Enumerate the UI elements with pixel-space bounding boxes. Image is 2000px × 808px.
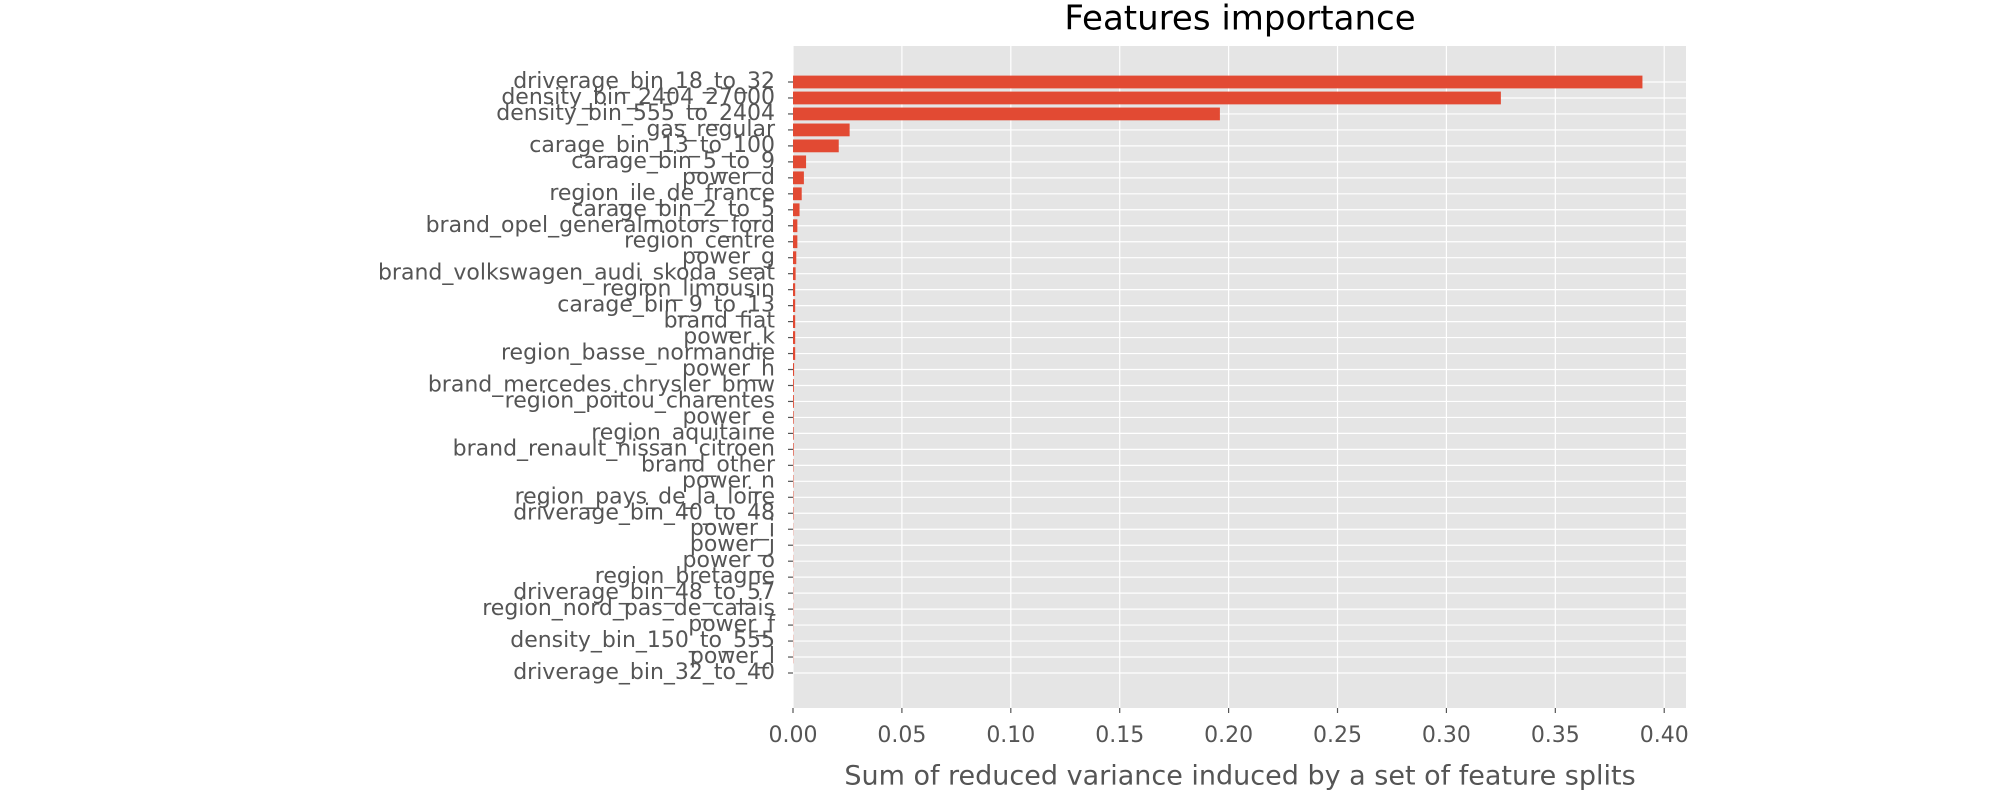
y-tick-label: power_n <box>682 468 775 493</box>
x-tick-label: 0.00 <box>769 723 818 748</box>
chart-title: Features importance <box>1064 0 1415 39</box>
bar <box>793 187 802 201</box>
bar <box>793 299 796 313</box>
bar <box>793 139 839 153</box>
y-tick-label: brand_mercedes_chrysler_bmw <box>428 372 775 397</box>
y-tick-label: power_i <box>690 516 775 541</box>
bar <box>793 203 800 217</box>
bar <box>793 427 794 440</box>
y-tick-label: region_ile_de_france <box>549 181 775 206</box>
x-tick-label: 0.15 <box>1095 723 1144 748</box>
bar <box>793 171 804 185</box>
y-tick-label: driverage_bin_48_to_57 <box>513 580 775 605</box>
bar <box>793 235 798 249</box>
bar <box>793 331 796 344</box>
bar <box>793 107 1220 121</box>
bar <box>793 347 796 360</box>
y-tick-label: power_e <box>682 404 775 429</box>
bar <box>793 91 1501 105</box>
y-tick-label: power_o <box>683 548 775 573</box>
x-tick-label: 0.10 <box>986 723 1035 748</box>
y-tick-label: power_j <box>690 532 775 557</box>
y-tick-label: carage_bin_2_to_5 <box>571 197 775 222</box>
bar <box>793 379 794 392</box>
y-tick-label: gas_regular <box>646 117 776 142</box>
y-tick-label: region_centre <box>624 229 775 254</box>
bar <box>793 411 794 424</box>
y-tick-label: region_limousin <box>602 277 775 302</box>
y-tick-label: carage_bin_5_to_9 <box>571 149 775 174</box>
x-tick-label: 0.25 <box>1313 723 1362 748</box>
y-tick-label: brand_opel_generalmotors_ford <box>426 213 775 238</box>
y-tick-label: region_poitou_charentes <box>505 388 775 413</box>
plot-background <box>793 46 1686 708</box>
y-tick-label: density_bin_150_to_555 <box>510 628 775 653</box>
y-tick-label: brand_volkswagen_audi_skoda_seat <box>378 261 775 286</box>
y-tick-label: power_h <box>682 357 775 382</box>
y-tick-label: driverage_bin_40_to_48 <box>513 500 775 525</box>
x-tick-label: 0.30 <box>1422 723 1471 748</box>
y-tick-label: brand_other <box>641 452 776 477</box>
bar <box>793 155 807 169</box>
y-tick-label: density_bin_555_to_2404 <box>496 101 775 126</box>
y-tick-label: region_nord_pas_de_calais <box>482 596 775 621</box>
x-tick-label: 0.05 <box>877 723 926 748</box>
bar <box>793 75 1643 89</box>
y-tick-label: power_d <box>682 165 775 190</box>
y-tick-label: region_bretagne <box>595 564 775 589</box>
y-tick-label: driverage_bin_18_to_32 <box>513 69 775 94</box>
bar <box>793 219 798 233</box>
y-tick-label: brand_fiat <box>664 309 776 334</box>
y-tick-label: region_aquitaine <box>591 420 775 445</box>
bar <box>793 283 796 297</box>
x-axis-label: Sum of reduced variance induced by a set… <box>844 761 1635 792</box>
y-tick-label: brand_renault_nissan_citroen <box>453 436 775 461</box>
y-tick-label: power_g <box>682 245 775 270</box>
x-tick-label: 0.20 <box>1204 723 1253 748</box>
y-tick-label: power_f <box>688 612 776 637</box>
bar <box>793 395 794 408</box>
bar <box>793 442 794 456</box>
bar <box>793 123 850 137</box>
bar <box>793 363 795 376</box>
bar <box>793 315 796 328</box>
x-tick-label: 0.40 <box>1640 723 1689 748</box>
y-tick-label: carage_bin_13_to_100 <box>529 133 775 158</box>
y-tick-label: carage_bin_9_to_13 <box>557 293 775 318</box>
y-tick-label: density_bin_2404_27000 <box>501 85 775 110</box>
y-tick-label: driverage_bin_32_to_40 <box>513 660 775 685</box>
y-tick-label: power_l <box>690 644 775 669</box>
y-tick-label: region_pays_de_la_loire <box>515 484 775 509</box>
bar <box>793 251 797 265</box>
y-tick-label: region_basse_normandie <box>501 341 775 366</box>
x-tick-label: 0.35 <box>1531 723 1580 748</box>
bar <box>793 267 796 281</box>
y-tick-label: power_k <box>683 325 775 350</box>
